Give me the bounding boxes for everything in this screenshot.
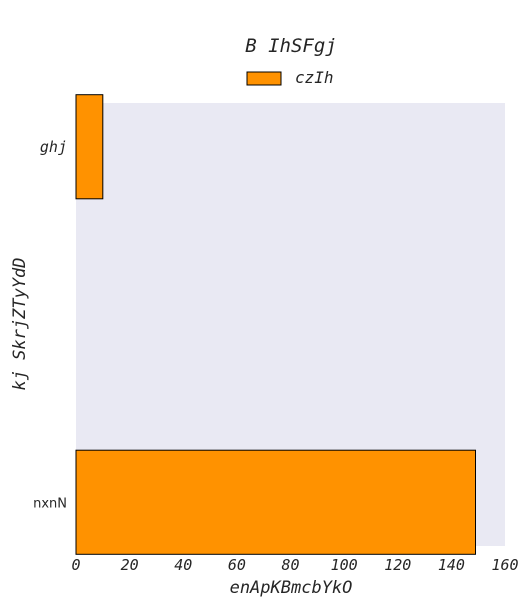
bar-ghj [75,94,104,200]
x-tick-label: 0 [71,556,80,574]
bars-group [75,94,477,555]
x-tick-label: 80 [281,556,299,574]
x-tick-label: 40 [174,556,192,574]
legend-label: czIh [295,68,334,87]
x-tick-label: 120 [384,556,411,574]
legend-swatch [246,71,282,86]
legend: czIh [246,68,334,87]
bar-nxnN [75,449,477,555]
x-tick-label: 60 [228,556,246,574]
y-axis-label: kj SkrjZTyYdD [10,257,30,390]
x-tick-label: 100 [331,556,358,574]
y-tick-labels: ghj nxnN [33,138,67,512]
x-tick-label: 20 [121,556,139,574]
chart-title: B IhSFgj [245,35,337,57]
y-tick-label-nxnN: nxnN [33,496,67,511]
x-tick-label: 160 [491,556,518,574]
x-axis-label: enApKBmcbYkO [230,578,353,598]
x-tick-label: 140 [438,556,465,574]
y-tick-label-ghj: ghj [40,138,67,156]
x-tick-labels: 0 20 40 60 80 100 120 140 160 [71,556,518,574]
